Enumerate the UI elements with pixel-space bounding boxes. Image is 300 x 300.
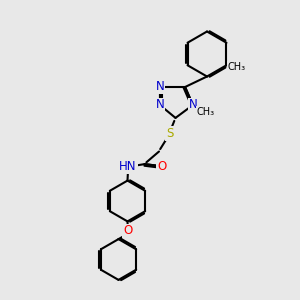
- Text: S: S: [166, 127, 173, 140]
- Text: O: O: [123, 224, 132, 238]
- Text: HN: HN: [119, 160, 137, 173]
- Text: N: N: [155, 80, 164, 94]
- Text: CH₃: CH₃: [196, 106, 214, 117]
- Text: CH₃: CH₃: [228, 62, 246, 72]
- Text: N: N: [188, 98, 197, 112]
- Text: N: N: [155, 98, 164, 112]
- Text: O: O: [158, 160, 166, 173]
